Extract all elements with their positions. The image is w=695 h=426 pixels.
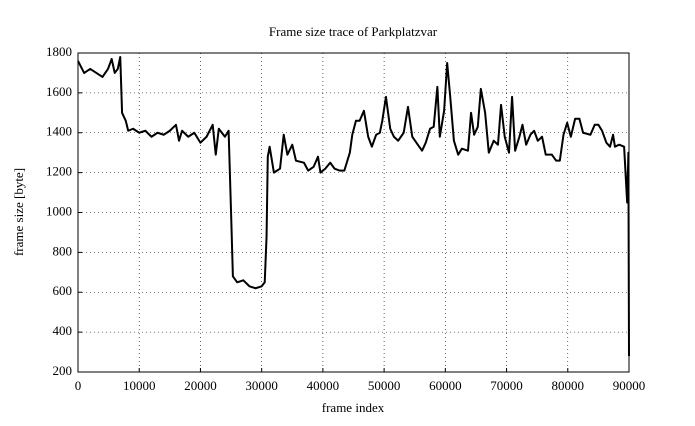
y-tick-label: 1800 bbox=[46, 44, 72, 59]
y-tick-label: 400 bbox=[53, 323, 73, 338]
x-tick-label: 90000 bbox=[613, 378, 646, 393]
x-tick-label: 40000 bbox=[307, 378, 340, 393]
x-tick-label: 60000 bbox=[429, 378, 462, 393]
x-tick-label: 70000 bbox=[490, 378, 523, 393]
y-tick-label: 1400 bbox=[46, 124, 72, 139]
data-line bbox=[77, 55, 630, 357]
y-tick-label: 200 bbox=[53, 363, 73, 378]
y-tick-label: 1000 bbox=[46, 203, 72, 218]
y-tick-label: 600 bbox=[53, 283, 73, 298]
x-tick-label: 30000 bbox=[245, 378, 278, 393]
chart-title: Frame size trace of Parkplatzvar bbox=[269, 24, 438, 39]
y-tick-label: 1600 bbox=[46, 84, 72, 99]
x-tick-label: 0 bbox=[75, 378, 82, 393]
x-tick-label: 20000 bbox=[184, 378, 217, 393]
x-tick-label: 10000 bbox=[123, 378, 156, 393]
x-axis-label: frame index bbox=[322, 400, 385, 415]
x-tick-label: 80000 bbox=[552, 378, 585, 393]
y-axis-label: frame size [byte] bbox=[11, 168, 26, 256]
y-tick-label: 800 bbox=[53, 243, 73, 258]
x-tick-label: 50000 bbox=[368, 378, 401, 393]
y-tick-label: 1200 bbox=[46, 164, 72, 179]
